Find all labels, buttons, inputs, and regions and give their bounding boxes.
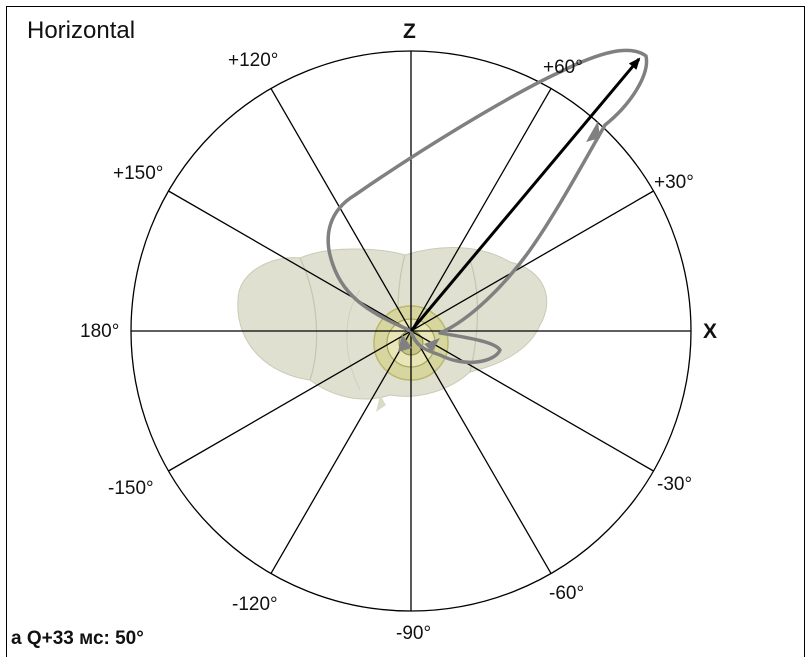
x-axis-label: X <box>703 320 718 343</box>
figure-frame <box>6 6 805 657</box>
angle-label-plus-60: +60° <box>543 57 583 78</box>
heart-silhouette <box>237 246 548 412</box>
angle-label-180: 180° <box>80 321 120 342</box>
angle-label-plus-150: +150° <box>113 163 164 184</box>
z-axis-label: Z <box>403 20 416 43</box>
vector-loop <box>326 48 649 364</box>
angle-label-plus-120: +120° <box>228 50 279 71</box>
figure-caption: a Q+33 мс: 50° <box>11 628 144 649</box>
angle-label-minus-60: -60° <box>549 583 585 604</box>
main-vector-arrow <box>409 57 641 332</box>
angle-label-minus-120: -120° <box>232 594 278 615</box>
angle-label-minus-150: -150° <box>108 478 154 499</box>
angle-label-minus-90: -90° <box>396 623 432 644</box>
loop-arrowhead-upper <box>586 121 600 142</box>
diagram-title: Horizontal <box>27 17 136 44</box>
angle-label-minus-30: -30° <box>657 474 693 495</box>
angle-label-plus-30: +30° <box>654 172 694 193</box>
loop-arrowhead-center <box>398 334 412 352</box>
loop-arrowhead-center2 <box>424 338 440 352</box>
